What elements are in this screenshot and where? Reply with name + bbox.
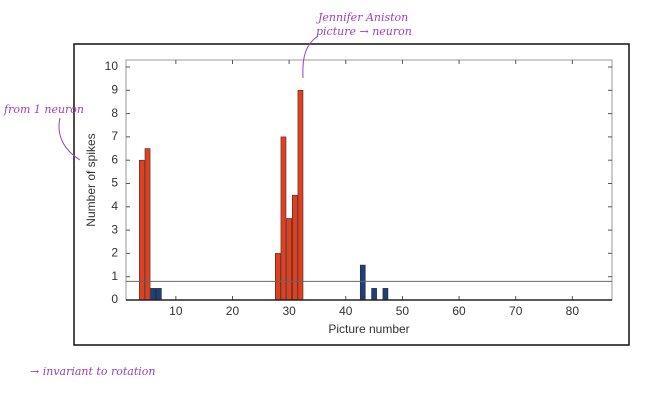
y-tick-label: 1 (111, 269, 118, 283)
x-tick-label: 70 (509, 304, 523, 318)
annotation-arrow (302, 35, 319, 79)
y-tick-label: 2 (111, 246, 118, 260)
bar (371, 288, 377, 301)
annotation: picture → neuron (316, 25, 412, 38)
bar (382, 288, 389, 301)
x-axis-label: Picture number (328, 322, 409, 336)
bar (297, 90, 304, 301)
y-tick-label: 10 (105, 59, 119, 73)
annotation: Jennifer Aniston (316, 11, 408, 24)
x-tick-label: 80 (566, 304, 580, 318)
frame (73, 43, 630, 346)
x-tick-label: 20 (226, 304, 240, 318)
x-tick-label: 60 (452, 304, 466, 318)
x-tick-label: 30 (282, 304, 296, 318)
bar (286, 218, 292, 301)
bar (156, 288, 162, 301)
x-tick-label: 50 (396, 304, 410, 318)
bar (139, 159, 145, 301)
y-tick-label: 6 (111, 152, 118, 166)
bar (144, 148, 151, 301)
annotation: from 1 neuron (3, 103, 84, 116)
y-tick-label: 0 (111, 292, 118, 306)
y-tick-label: 7 (111, 129, 118, 143)
x-tick-label: 10 (169, 304, 183, 318)
bar (359, 264, 366, 301)
annotation: → invariant to rotation (30, 365, 155, 378)
y-tick-label: 3 (111, 222, 118, 236)
bar (275, 253, 281, 301)
annotation-arrow (58, 117, 81, 161)
x-tick-label: 40 (339, 304, 353, 318)
y-tick-label: 4 (111, 199, 118, 213)
bar (150, 288, 156, 301)
bar (291, 194, 298, 301)
y-axis-label: Number of spikes (84, 133, 98, 226)
plot-area (125, 59, 613, 301)
y-tick-label: 5 (111, 176, 118, 190)
y-tick-label: 8 (111, 106, 118, 120)
y-tick-label: 9 (111, 82, 118, 96)
bar (280, 136, 287, 301)
